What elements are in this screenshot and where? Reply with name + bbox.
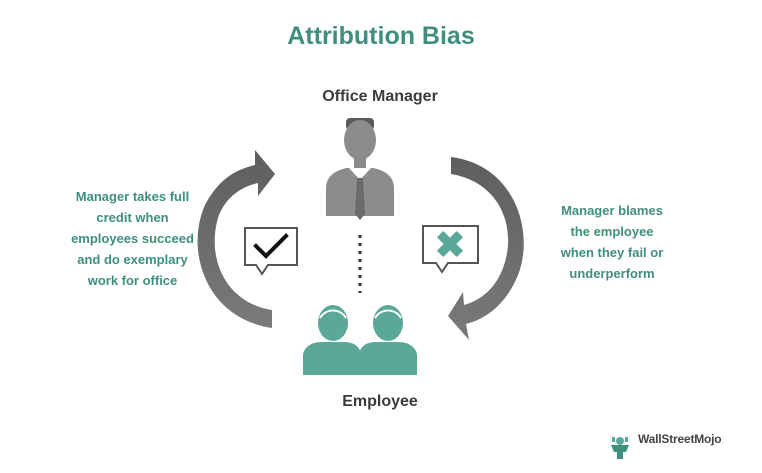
left-note-line: credit when xyxy=(96,210,169,225)
left-note: Manager takes full credit when employees… xyxy=(30,186,235,291)
right-note-line: underperform xyxy=(569,266,655,281)
right-cycle-arrow xyxy=(448,157,524,340)
right-note-line: the employee xyxy=(570,224,654,239)
left-note-line: and do exemplary xyxy=(77,252,188,267)
cross-icon xyxy=(422,225,479,274)
right-note-line: when they fail or xyxy=(560,245,664,260)
manager-label: Office Manager xyxy=(322,88,438,105)
left-note-line: Manager takes full xyxy=(75,189,190,204)
brand-text: WallStreetMojo xyxy=(638,432,722,446)
manager-icon xyxy=(326,118,394,220)
brand: WallStreetMojo xyxy=(610,432,722,446)
left-note-line: employees succeed xyxy=(71,231,194,246)
diagram-title: Attribution Bias xyxy=(287,22,475,50)
employees-icon xyxy=(303,305,417,375)
checkmark-icon xyxy=(244,227,298,276)
right-note: Manager blames the employee when they fa… xyxy=(512,200,712,284)
left-note-line: work for office xyxy=(87,273,178,288)
employee-label: Employee xyxy=(342,393,418,410)
left-cycle-arrow xyxy=(197,150,275,328)
wallstreetmojo-logo xyxy=(611,437,629,459)
right-note-line: Manager blames xyxy=(561,203,663,218)
